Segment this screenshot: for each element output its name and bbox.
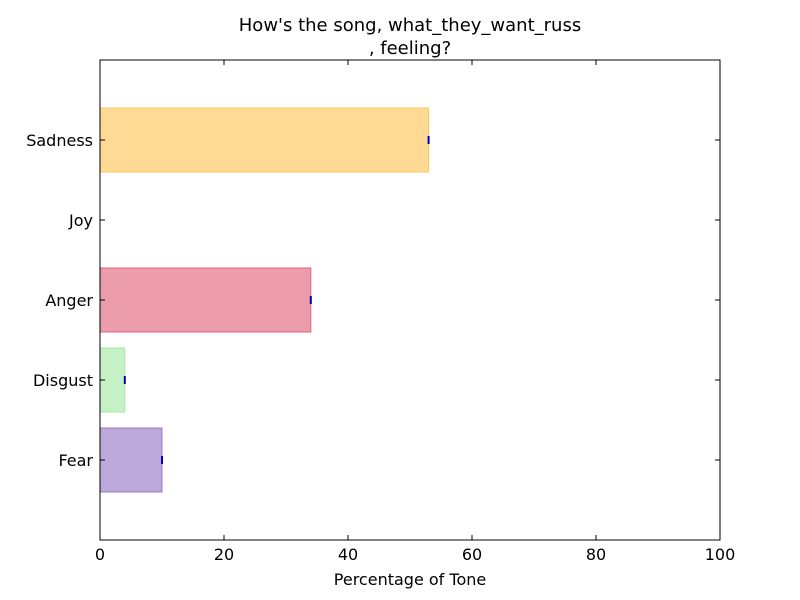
bar-anger xyxy=(99,267,312,333)
x-tick-label-0: 0 xyxy=(95,545,105,564)
y-tick-label-sadness: Sadness xyxy=(26,131,93,150)
bars xyxy=(99,107,430,493)
y-tick-label-joy: Joy xyxy=(68,211,93,230)
chart-title-line-2: , feeling? xyxy=(369,38,451,59)
y-tick-label-disgust: Disgust xyxy=(33,371,93,390)
bar-fear xyxy=(99,427,163,493)
y-axis-ticks: Fear Disgust Anger Joy Sadness xyxy=(26,131,720,470)
y-tick-label-anger: Anger xyxy=(45,291,93,310)
chart-title-line-1: How's the song, what_they_want_russ xyxy=(239,15,581,36)
x-axis-label: Percentage of Tone xyxy=(334,570,486,589)
y-tick-label-fear: Fear xyxy=(58,451,93,470)
x-tick-label-80: 80 xyxy=(586,545,606,564)
x-tick-label-60: 60 xyxy=(462,545,482,564)
x-axis-ticks: 0 20 40 60 80 100 xyxy=(95,60,735,564)
x-tick-label-20: 20 xyxy=(214,545,234,564)
x-tick-label-40: 40 xyxy=(338,545,358,564)
chart-title: How's the song, what_they_want_russ , fe… xyxy=(239,15,581,59)
bar-sadness xyxy=(99,107,430,173)
x-tick-label-100: 100 xyxy=(705,545,736,564)
